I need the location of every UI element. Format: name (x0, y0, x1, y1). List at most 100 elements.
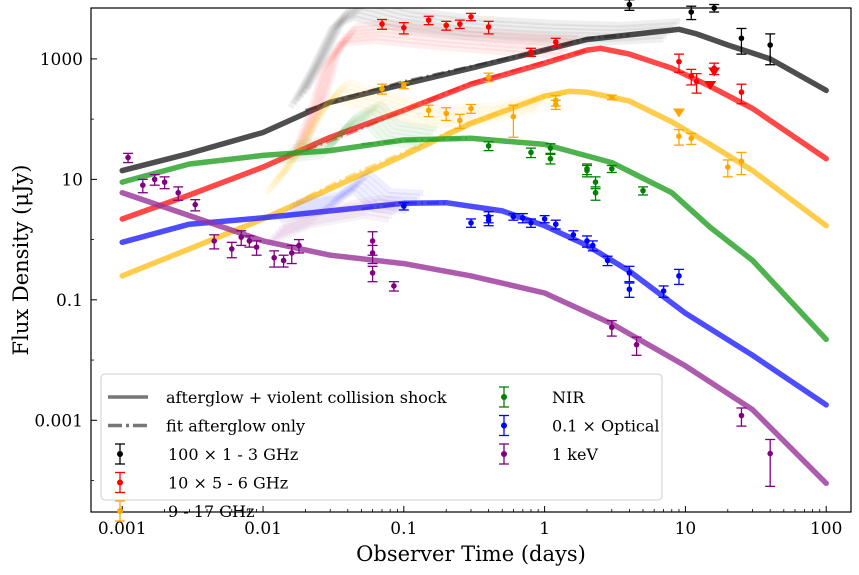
early-model-band-2 (270, 89, 544, 189)
early-model-band-5 (264, 212, 390, 247)
data-point (624, 282, 635, 298)
early-model-band-0 (294, 8, 671, 102)
early-model-band-5 (267, 209, 393, 243)
data-point (367, 244, 378, 265)
data-point (686, 5, 697, 21)
data-point (691, 72, 702, 94)
legend-entry: 0.1 × Optical (499, 414, 660, 437)
data-point (658, 285, 669, 298)
legend-label: 0.1 × Optical (552, 417, 660, 436)
data-point (539, 214, 550, 224)
data-point (123, 152, 134, 164)
legend-entry: 1 keV (499, 443, 598, 465)
data-point (582, 235, 593, 248)
axis-ticks: 0.001 0.01 0.1 1 10 100 0.001 0.1 10 1000 (34, 50, 842, 539)
legend-entry: 10 × 5 - 6 GHz (115, 471, 288, 494)
early-model-band-0 (298, 8, 674, 99)
early-model-band-1 (301, 23, 575, 147)
early-model-band-0 (304, 8, 681, 91)
legend-label: 9 - 17 GHz (168, 502, 254, 521)
legend-label: fit afterglow only (166, 417, 305, 436)
legend-entry: afterglow + violent collision shock (108, 388, 447, 407)
data-point (568, 230, 579, 241)
x-tick-label: 100 (810, 519, 842, 539)
data-point (606, 94, 617, 101)
model-line-3 (119, 135, 829, 343)
data-point (624, 0, 635, 11)
y-tick-label: 0.001 (34, 411, 83, 431)
early-model-band-3 (295, 100, 438, 147)
early-model-band-3 (292, 103, 435, 150)
legend-entry: fit afterglow only (108, 417, 305, 436)
data-point (441, 20, 452, 31)
data-point (736, 151, 747, 176)
data-point (466, 218, 476, 228)
early-model-band-2 (273, 85, 547, 186)
data-point (483, 141, 494, 152)
data-point (269, 250, 280, 268)
early-model-band-2 (280, 78, 554, 178)
data-point (606, 320, 617, 337)
legend-label: NIR (552, 388, 585, 407)
data-point (423, 104, 434, 118)
legend-label: afterglow + violent collision shock (166, 388, 447, 407)
data-point (286, 244, 297, 265)
data-point (236, 230, 247, 247)
data-point (631, 336, 642, 356)
early-model-band-5 (278, 198, 403, 233)
data-point (226, 241, 237, 259)
data-point (377, 18, 388, 30)
data-point (441, 107, 452, 122)
data-point (398, 82, 409, 90)
data-point (293, 238, 304, 254)
y-axis-label: Flux Density (μJy) (9, 165, 33, 356)
data-point (550, 219, 561, 230)
data-point (483, 214, 494, 227)
legend-label: 1 keV (552, 445, 598, 464)
data-point (377, 83, 388, 95)
data-point (508, 104, 519, 138)
data-point (525, 147, 536, 159)
data-points (123, 0, 776, 487)
data-point (149, 173, 160, 186)
early-model-band-2 (276, 82, 551, 182)
data-point (454, 19, 465, 30)
data-point (673, 53, 684, 73)
early-model-band-1 (304, 19, 579, 143)
data-point (454, 113, 465, 130)
x-axis-label: Observer Time (days) (356, 542, 586, 566)
model-line-5 (119, 189, 829, 487)
y-tick-label: 1000 (40, 50, 83, 70)
data-point (587, 240, 598, 252)
data-point (209, 234, 220, 250)
data-point (398, 21, 409, 35)
x-tick-label: 0.1 (390, 519, 417, 539)
data-point (137, 178, 148, 194)
data-point (550, 99, 561, 111)
early-model-band-5 (271, 205, 397, 240)
data-point (466, 103, 476, 114)
data-point (423, 15, 434, 26)
data-point (508, 212, 519, 221)
data-point (602, 255, 613, 267)
data-point (251, 240, 262, 256)
data-point (736, 407, 747, 427)
data-point (517, 212, 528, 224)
data-point (709, 3, 720, 13)
y-tick-label: 0.1 (56, 291, 83, 311)
upper-limit-marker (704, 80, 717, 90)
data-point (722, 159, 733, 178)
model-curves (119, 8, 829, 487)
data-point (388, 281, 399, 292)
legend-label: 10 × 5 - 6 GHz (168, 474, 288, 493)
early-model-band-5 (274, 202, 400, 236)
data-point (244, 235, 255, 248)
early-model-band-1 (291, 34, 565, 158)
data-point (367, 265, 378, 283)
data-point (673, 268, 684, 286)
x-tick-label: 0.01 (244, 519, 282, 539)
early-model-band-1 (297, 27, 572, 150)
x-tick-label: 1 (539, 519, 550, 539)
data-point (550, 37, 561, 48)
